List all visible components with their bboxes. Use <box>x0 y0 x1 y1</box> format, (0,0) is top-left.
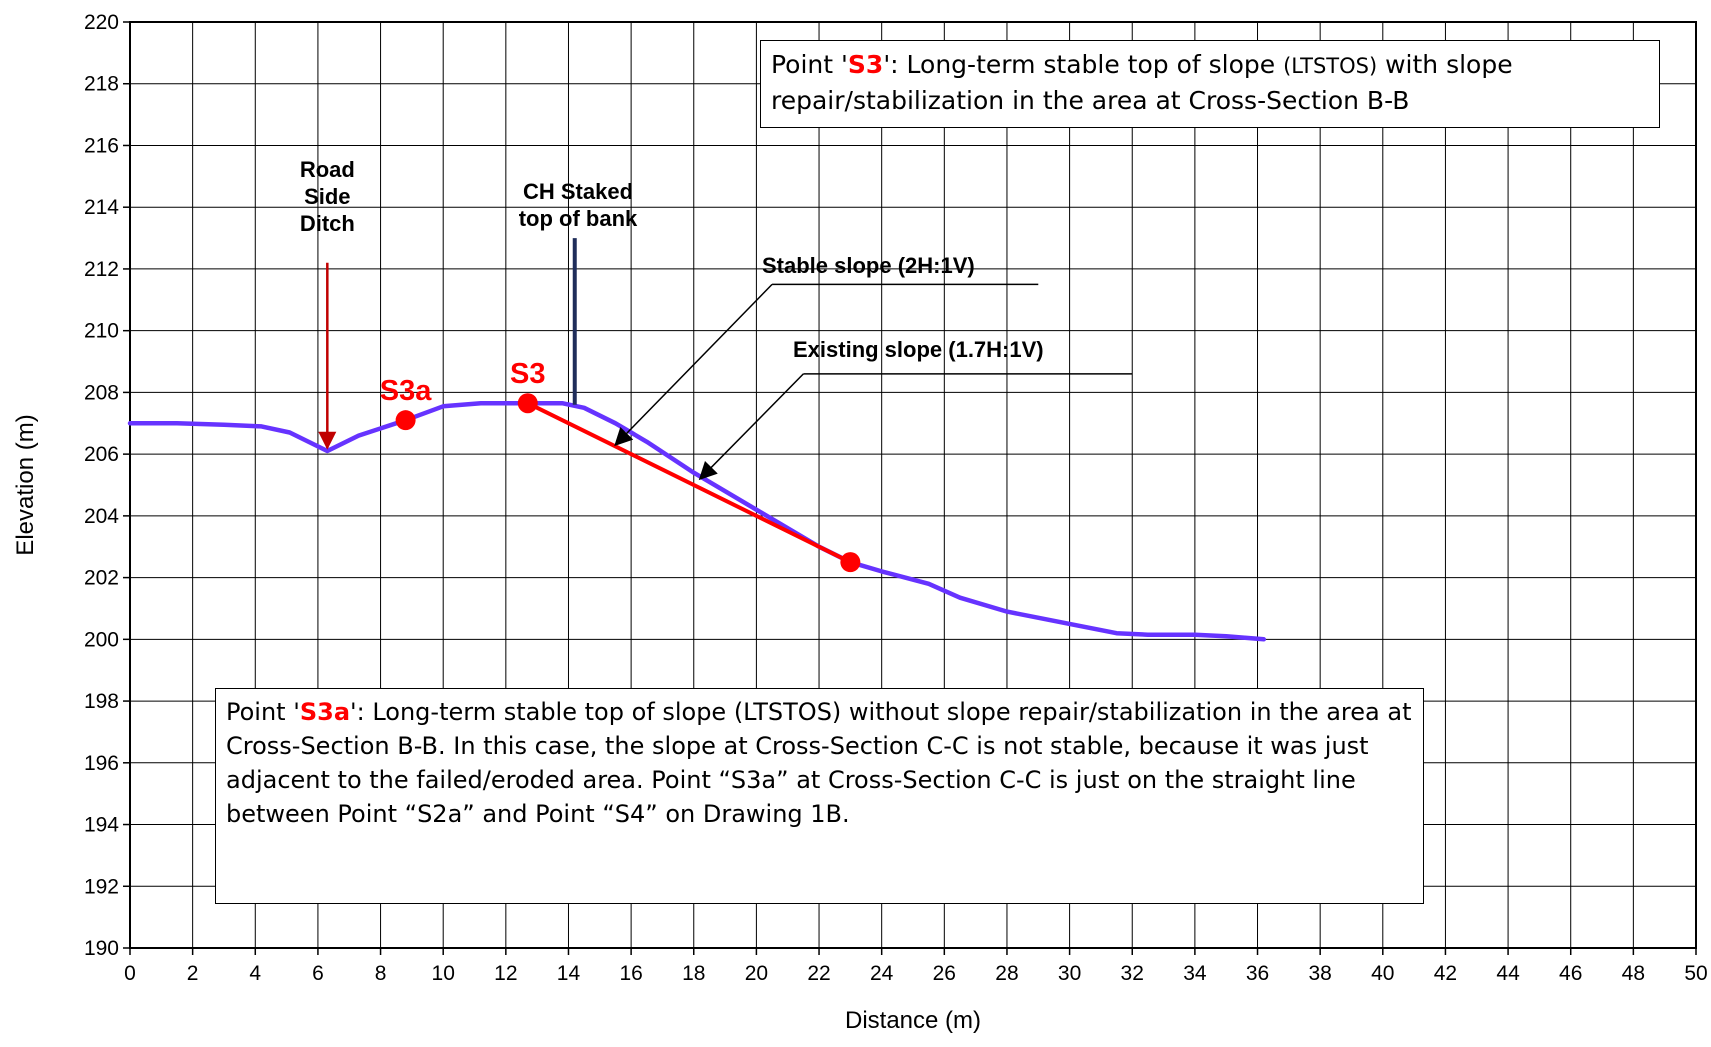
y-tick-label: 206 <box>84 443 119 466</box>
x-tick-label: 46 <box>1559 962 1582 985</box>
x-tick-label: 12 <box>494 962 517 985</box>
note-s3-middle: ': Long-term stable top of slope <box>883 50 1284 79</box>
y-tick-label: 192 <box>84 875 119 898</box>
x-tick-label: 20 <box>745 962 768 985</box>
stake-label-line: CH Staked <box>523 179 633 204</box>
y-tick-label: 196 <box>84 752 119 775</box>
x-tick-label: 38 <box>1308 962 1331 985</box>
x-tick-label: 44 <box>1496 962 1520 985</box>
point-label: S3 <box>510 358 545 390</box>
x-tick-label: 32 <box>1121 962 1144 985</box>
points: S3a S3 <box>380 358 861 573</box>
note-s3-prefix: Point ' <box>771 50 848 79</box>
y-tick-label: 202 <box>84 567 119 590</box>
y-tick-label: 208 <box>84 381 119 404</box>
ditch-label-line: Ditch <box>300 211 355 236</box>
note-s3a: Point 'S3a': Long-term stable top of slo… <box>215 688 1424 904</box>
note-s3-point: S3 <box>847 50 884 79</box>
tick-labels: 0 2 4 6 8 10 12 14 16 18 20 22 24 26 28 30 32 34 36 38 40 42 4… <box>84 11 1708 985</box>
point-label: S3a <box>380 375 432 407</box>
existing-slope-arrow <box>698 373 804 481</box>
x-tick-label: 42 <box>1434 962 1457 985</box>
note-s3a-rest: ': Long-term stable top of slope (LTSTOS… <box>226 698 1412 829</box>
plot-frame <box>129 21 1697 949</box>
y-tick-label: 200 <box>84 628 119 651</box>
y-tick-label: 190 <box>84 937 119 960</box>
y-tick-label: 216 <box>84 134 119 157</box>
ditch-label-line: Road <box>300 157 355 182</box>
stake-label-line: top of bank <box>519 206 638 231</box>
x-tick-label: 18 <box>682 962 705 985</box>
x-tick-label: 30 <box>1058 962 1081 985</box>
x-tick-label: 34 <box>1183 962 1207 985</box>
stable-slope-label: Stable slope (2H:1V) <box>762 253 975 278</box>
x-tick-label: 36 <box>1246 962 1269 985</box>
y-tick-label: 210 <box>84 320 119 343</box>
series-group <box>127 400 1267 642</box>
x-axis-label: Distance (m) <box>845 1007 981 1034</box>
y-axis-label: Elevation (m) <box>12 414 39 555</box>
point-marker <box>395 410 416 431</box>
series-stable-slope <box>525 401 853 565</box>
y-tick-label: 204 <box>84 505 119 528</box>
stable-slope-arrow <box>614 283 773 447</box>
x-tick-label: 10 <box>432 962 455 985</box>
y-tick-label: 218 <box>84 73 119 96</box>
x-tick-label: 16 <box>619 962 642 985</box>
y-tick-label: 212 <box>84 258 119 281</box>
y-tick-label: 194 <box>84 814 119 837</box>
x-tick-label: 24 <box>870 962 894 985</box>
x-tick-label: 40 <box>1371 962 1394 985</box>
y-tick-label: 220 <box>84 11 119 34</box>
x-tick-label: 28 <box>995 962 1018 985</box>
x-tick-label: 26 <box>933 962 956 985</box>
x-tick-label: 0 <box>124 962 136 985</box>
x-tick-label: 50 <box>1684 962 1707 985</box>
note-s3-abbr: (LTSTOS) <box>1283 54 1378 78</box>
x-tick-label: 14 <box>557 962 581 985</box>
existing-slope-label: Existing slope (1.7H:1V) <box>793 337 1044 362</box>
x-tick-label: 8 <box>375 962 387 985</box>
ditch-label-line: Side <box>304 184 350 209</box>
point-marker <box>840 552 861 573</box>
x-tick-label: 4 <box>249 962 261 985</box>
note-s3: Point 'S3': Long-term stable top of slop… <box>760 40 1660 128</box>
x-tick-label: 6 <box>312 962 324 985</box>
x-tick-label: 48 <box>1622 962 1645 985</box>
note-s3a-point: S3a <box>299 698 351 726</box>
note-s3-rest: with slope repair/stabilization in the a… <box>771 50 1513 115</box>
x-tick-label: 22 <box>807 962 830 985</box>
y-tick-label: 198 <box>84 690 119 713</box>
series-existing-ground <box>127 400 1267 642</box>
note-s3a-prefix: Point ' <box>226 698 300 726</box>
point-marker <box>517 393 538 414</box>
y-tick-label: 214 <box>84 196 119 219</box>
x-tick-label: 2 <box>187 962 199 985</box>
